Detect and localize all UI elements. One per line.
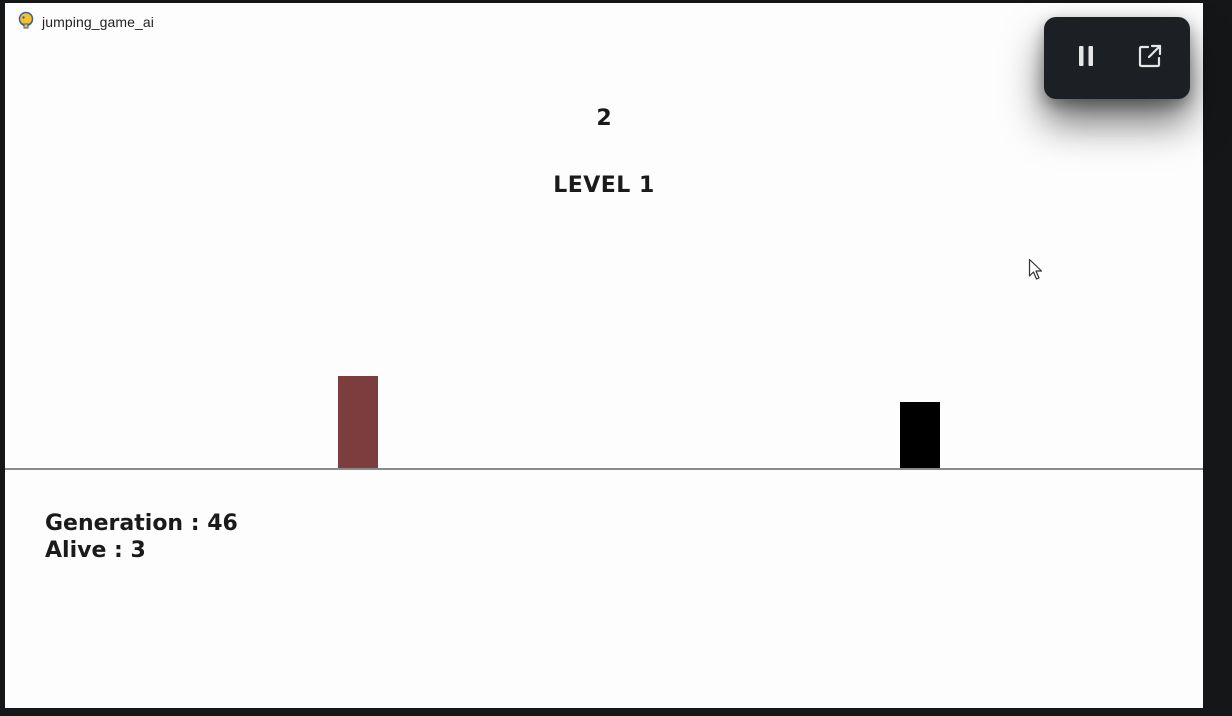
external-link-icon	[1137, 43, 1163, 74]
pause-icon	[1077, 45, 1095, 72]
popout-button[interactable]	[1133, 41, 1167, 75]
player-block	[338, 376, 378, 468]
alive-label: Alive : 3	[45, 538, 146, 563]
score-display: 2	[596, 106, 612, 131]
window-title: jumping_game_ai	[42, 14, 155, 30]
game-canvas[interactable]: 2 LEVEL 1 Generation : 46 Alive : 3	[5, 3, 1203, 708]
floating-player-controls	[1044, 17, 1190, 99]
obstacle-block	[900, 402, 940, 468]
pause-button[interactable]	[1069, 41, 1103, 75]
generation-label: Generation : 46	[45, 511, 238, 536]
ai-stats: Generation : 46 Alive : 3	[45, 510, 238, 564]
level-display: LEVEL 1	[553, 173, 655, 198]
ground-line	[5, 468, 1203, 470]
game-window: jumping_game_ai 2 LEVEL 1 Generation : 4…	[5, 3, 1203, 708]
pygame-icon	[17, 11, 35, 29]
window-titlebar: jumping_game_ai	[5, 3, 1203, 37]
mouse-cursor-icon	[1028, 258, 1044, 282]
